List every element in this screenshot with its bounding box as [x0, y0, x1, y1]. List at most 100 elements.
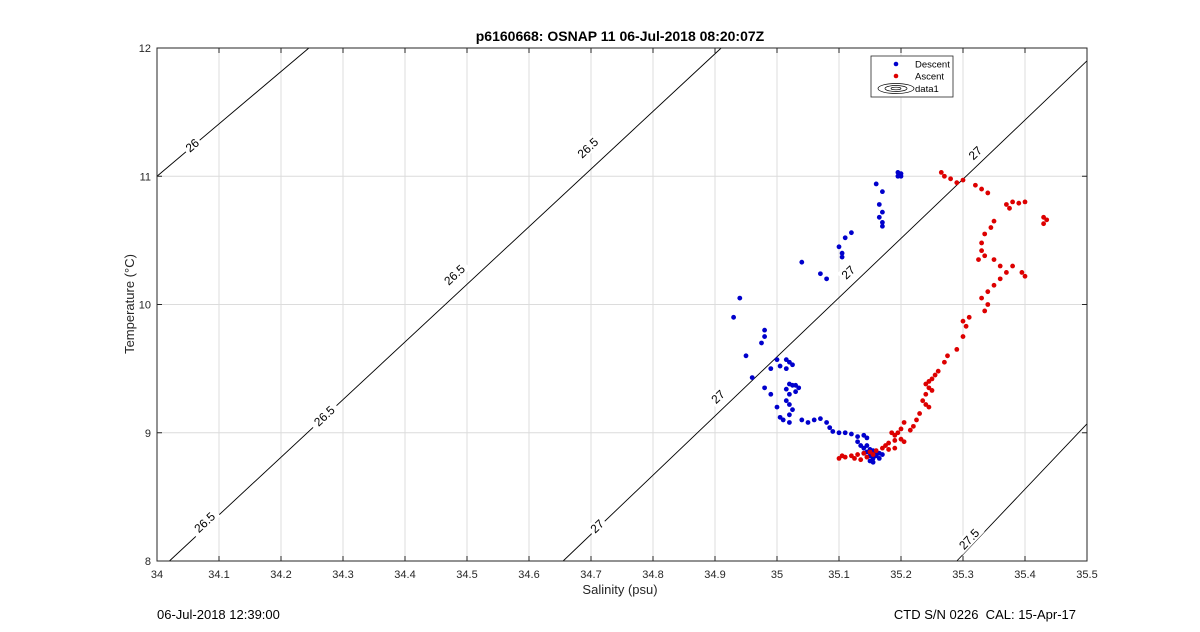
y-tick-label: 8 — [145, 556, 151, 568]
ascent-point — [873, 448, 879, 454]
descent-point — [855, 434, 860, 439]
ascent-point — [973, 182, 978, 188]
legend-descent-label: Descent — [915, 60, 950, 71]
descent-point — [805, 420, 811, 425]
legend-contour-icon — [877, 83, 915, 94]
ascent-point — [880, 445, 885, 451]
series-ascent — [836, 170, 1050, 463]
y-tick-label: 11 — [140, 171, 151, 183]
ascent-point — [920, 398, 926, 404]
ascent-point — [892, 438, 898, 443]
descent-point — [811, 417, 817, 423]
descent-point — [768, 391, 774, 397]
descent-point — [818, 271, 823, 277]
x-tick-label: 35.2 — [890, 569, 911, 581]
ascent-point — [914, 417, 919, 423]
descent-point — [849, 431, 854, 437]
descent-point — [790, 362, 795, 368]
descent-point — [783, 366, 789, 372]
descent-point — [842, 430, 848, 436]
ascent-point — [954, 180, 960, 186]
ascent-point — [976, 257, 981, 263]
contour-label-text: 27 — [966, 143, 986, 163]
ascent-point — [997, 263, 1003, 269]
descent-point — [743, 353, 749, 359]
ascent-point — [1004, 202, 1009, 207]
ascent-point — [985, 289, 991, 295]
ascent-point — [979, 186, 984, 192]
ascent-point — [991, 257, 997, 263]
isopycnal-line-27-5 — [956, 423, 1088, 562]
descent-point — [873, 181, 879, 187]
contour-label-bg — [438, 258, 471, 291]
descent-point — [787, 412, 792, 418]
contour-label-27: 27 — [706, 385, 729, 408]
descent-point — [737, 295, 743, 301]
ascent-point — [991, 218, 997, 224]
descent-point — [880, 189, 885, 195]
ascent-point — [870, 452, 876, 457]
descent-point — [774, 357, 780, 363]
ascent-point — [889, 430, 895, 436]
ascent-point — [1004, 270, 1009, 275]
contour-label-26-5: 26.5 — [438, 258, 471, 291]
contour-label-26-5: 26.5 — [571, 132, 604, 164]
descent-point — [818, 416, 823, 422]
x-tick-label: 34.4 — [394, 569, 415, 581]
x-tick-label: 34.5 — [456, 569, 477, 581]
descent-point — [870, 459, 876, 465]
ascent-point — [926, 404, 932, 410]
ascent-point — [917, 411, 922, 416]
chart-title: p6160668: OSNAP 11 06-Jul-2018 08:20:07Z — [476, 28, 765, 44]
ascent-point — [892, 445, 898, 451]
descent-point — [849, 230, 854, 236]
descent-point — [799, 417, 805, 423]
x-tick-label: 35.4 — [1014, 569, 1035, 581]
ascent-point — [901, 439, 907, 445]
descent-point — [774, 404, 780, 410]
descent-point — [759, 340, 764, 346]
contour-label-27: 27 — [836, 261, 859, 283]
descent-point — [780, 417, 786, 423]
contour-label-27: 27 — [964, 141, 987, 164]
descent-point — [824, 420, 829, 425]
y-tick-label: 9 — [145, 428, 151, 440]
ascent-point — [907, 427, 913, 433]
ascent-point — [1019, 270, 1025, 275]
ascent-point — [886, 447, 891, 452]
contour-label-bg — [571, 132, 604, 164]
ascent-point — [898, 426, 904, 432]
descent-point — [898, 173, 904, 179]
contour-label-bg — [585, 515, 608, 537]
legend-descent-marker — [893, 61, 899, 67]
data-points — [731, 170, 1050, 465]
x-tick-label: 34.3 — [332, 569, 353, 581]
y-tick-label: 12 — [139, 43, 151, 55]
contour-label-26-5: 26.5 — [188, 506, 221, 538]
descent-point — [799, 259, 805, 265]
descent-point — [787, 391, 792, 397]
isopycnal-line-26-5 — [169, 47, 722, 562]
x-tick-label: 34.7 — [580, 569, 601, 581]
ascent-point — [982, 308, 988, 314]
ascent-point — [963, 323, 969, 329]
descent-point — [790, 407, 795, 413]
ascent-point — [1044, 217, 1050, 223]
descent-point — [749, 375, 755, 381]
ascent-point — [945, 353, 950, 359]
isopycnal-line-26 — [156, 47, 310, 177]
isopycnal-line-27 — [562, 60, 1088, 562]
legend-box — [870, 55, 954, 98]
descent-point — [864, 443, 870, 448]
contour-label-bg — [307, 400, 341, 432]
x-tick-label: 34.9 — [704, 569, 725, 581]
ascent-point — [991, 282, 997, 288]
contour-lines — [156, 47, 1088, 562]
ascent-point — [852, 456, 857, 461]
descent-point — [824, 276, 829, 282]
ascent-point — [932, 372, 938, 378]
series-descent — [731, 170, 904, 465]
descent-point — [880, 209, 885, 215]
grid — [156, 47, 1088, 562]
ascent-point — [1016, 200, 1022, 206]
